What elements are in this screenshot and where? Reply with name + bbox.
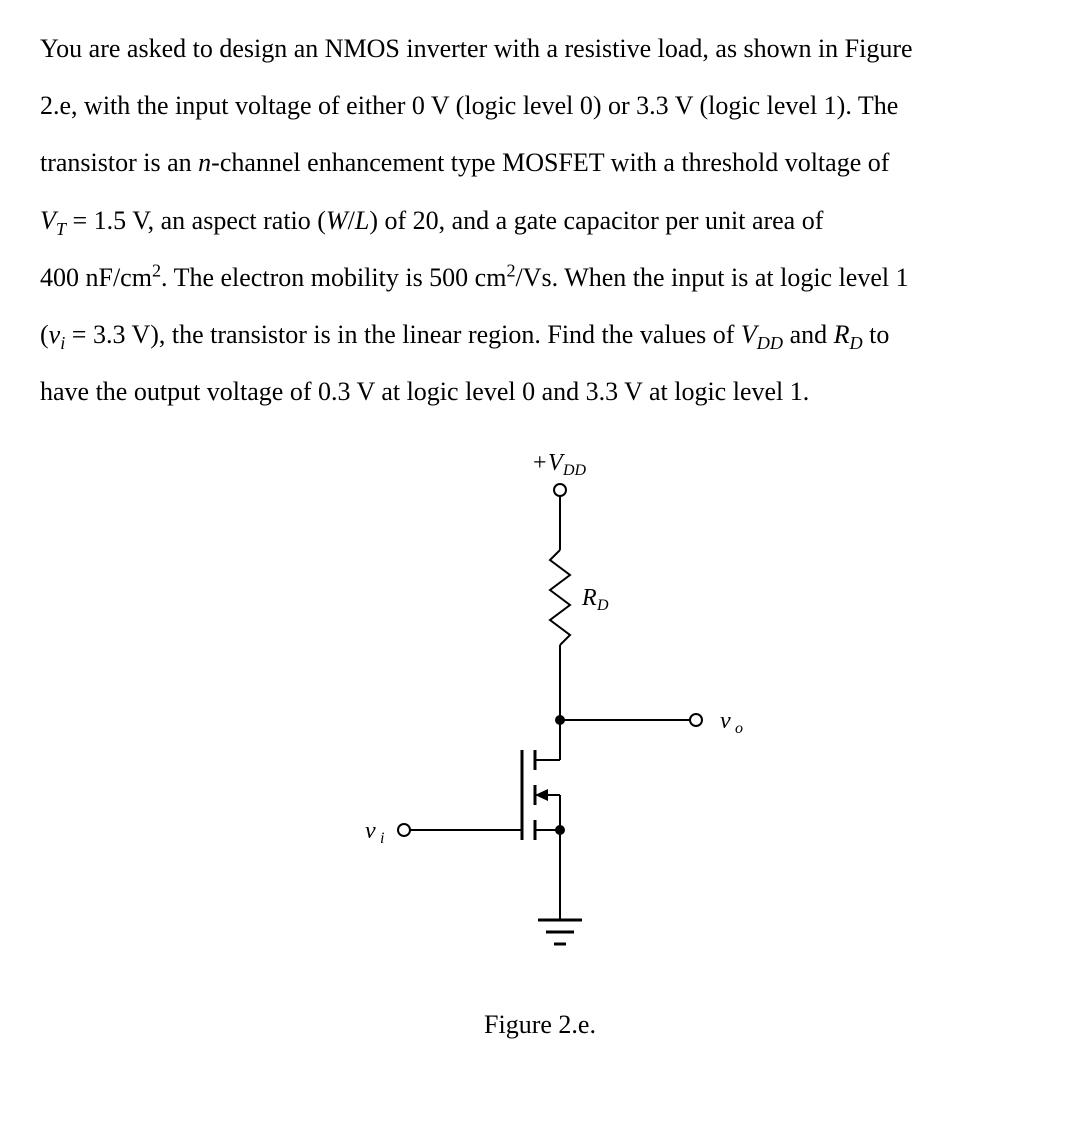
- label-rd-r: R: [581, 585, 597, 611]
- mosfet-body-arrow-icon: [535, 789, 548, 801]
- text-line5a: 400 nF/cm: [40, 263, 152, 292]
- figure-caption: Figure 2.e.: [484, 1010, 596, 1040]
- text-line5e: /Vs. When the input is at logic level 1: [516, 263, 909, 292]
- text-line4c: = 1.5 V, an aspect ratio (: [66, 206, 326, 235]
- text-line3-n: n: [198, 148, 211, 177]
- text-RD-R: R: [834, 320, 850, 349]
- text-line5c: . The electron mobility is 500 cm: [161, 263, 506, 292]
- text-VDD-V: V: [741, 320, 757, 349]
- text-L: L: [355, 206, 369, 235]
- figure-area: + V DD R D v o v i Figure 2.e.: [40, 440, 1040, 1040]
- label-vo-v: v: [720, 708, 731, 734]
- label-vi-sub: i: [380, 830, 384, 847]
- text-line6a: (: [40, 320, 49, 349]
- text-VT-V: V: [40, 206, 56, 235]
- problem-text-block: You are asked to design an NMOS inverter…: [40, 20, 1040, 420]
- text-line4g: ) of 20, and a gate capacitor per unit a…: [369, 206, 823, 235]
- vo-terminal-icon: [690, 714, 702, 726]
- label-vo-sub: o: [735, 720, 743, 737]
- text-vi-v: v: [49, 320, 61, 349]
- label-rd-sub: D: [596, 597, 609, 614]
- resistor-rd-icon: [550, 550, 570, 645]
- text-line3c: -channel enhancement type MOSFET with a …: [211, 148, 889, 177]
- text-VDD-DD: DD: [757, 333, 783, 353]
- vdd-terminal-icon: [554, 484, 566, 496]
- text-line1: You are asked to design an NMOS inverter…: [40, 34, 913, 63]
- text-line6d: = 3.3 V), the transistor is in the linea…: [65, 320, 741, 349]
- text-line3a: transistor is an: [40, 148, 198, 177]
- label-vdd-sub: DD: [562, 462, 587, 479]
- text-RD-D: D: [850, 333, 863, 353]
- vi-terminal-icon: [398, 824, 410, 836]
- text-line6j: to: [863, 320, 890, 349]
- text-line7: have the output voltage of 0.3 V at logi…: [40, 377, 809, 406]
- text-line5-sup1: 2: [152, 260, 161, 280]
- circuit-svg: + V DD R D v o v i: [280, 440, 800, 1000]
- page-root: You are asked to design an NMOS inverter…: [0, 0, 1080, 1122]
- text-line6g: and: [783, 320, 834, 349]
- label-vi-v: v: [365, 818, 376, 844]
- text-line2: 2.e, with the input voltage of either 0 …: [40, 91, 898, 120]
- text-slash: /: [348, 206, 355, 235]
- text-line5-sup2: 2: [506, 260, 515, 280]
- text-W: W: [326, 206, 348, 235]
- label-vdd-plus: +: [533, 450, 547, 476]
- text-VT-T: T: [56, 219, 66, 239]
